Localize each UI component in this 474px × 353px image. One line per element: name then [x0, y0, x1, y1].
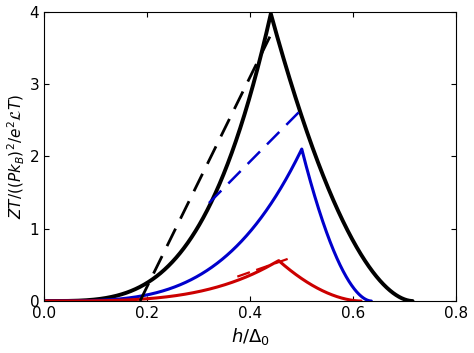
X-axis label: $h/\Delta_0$: $h/\Delta_0$ [231, 327, 270, 347]
Y-axis label: $ZT/((Pk_B)^2/e^2\mathcal{L}T)$: $ZT/((Pk_B)^2/e^2\mathcal{L}T)$ [6, 94, 27, 219]
